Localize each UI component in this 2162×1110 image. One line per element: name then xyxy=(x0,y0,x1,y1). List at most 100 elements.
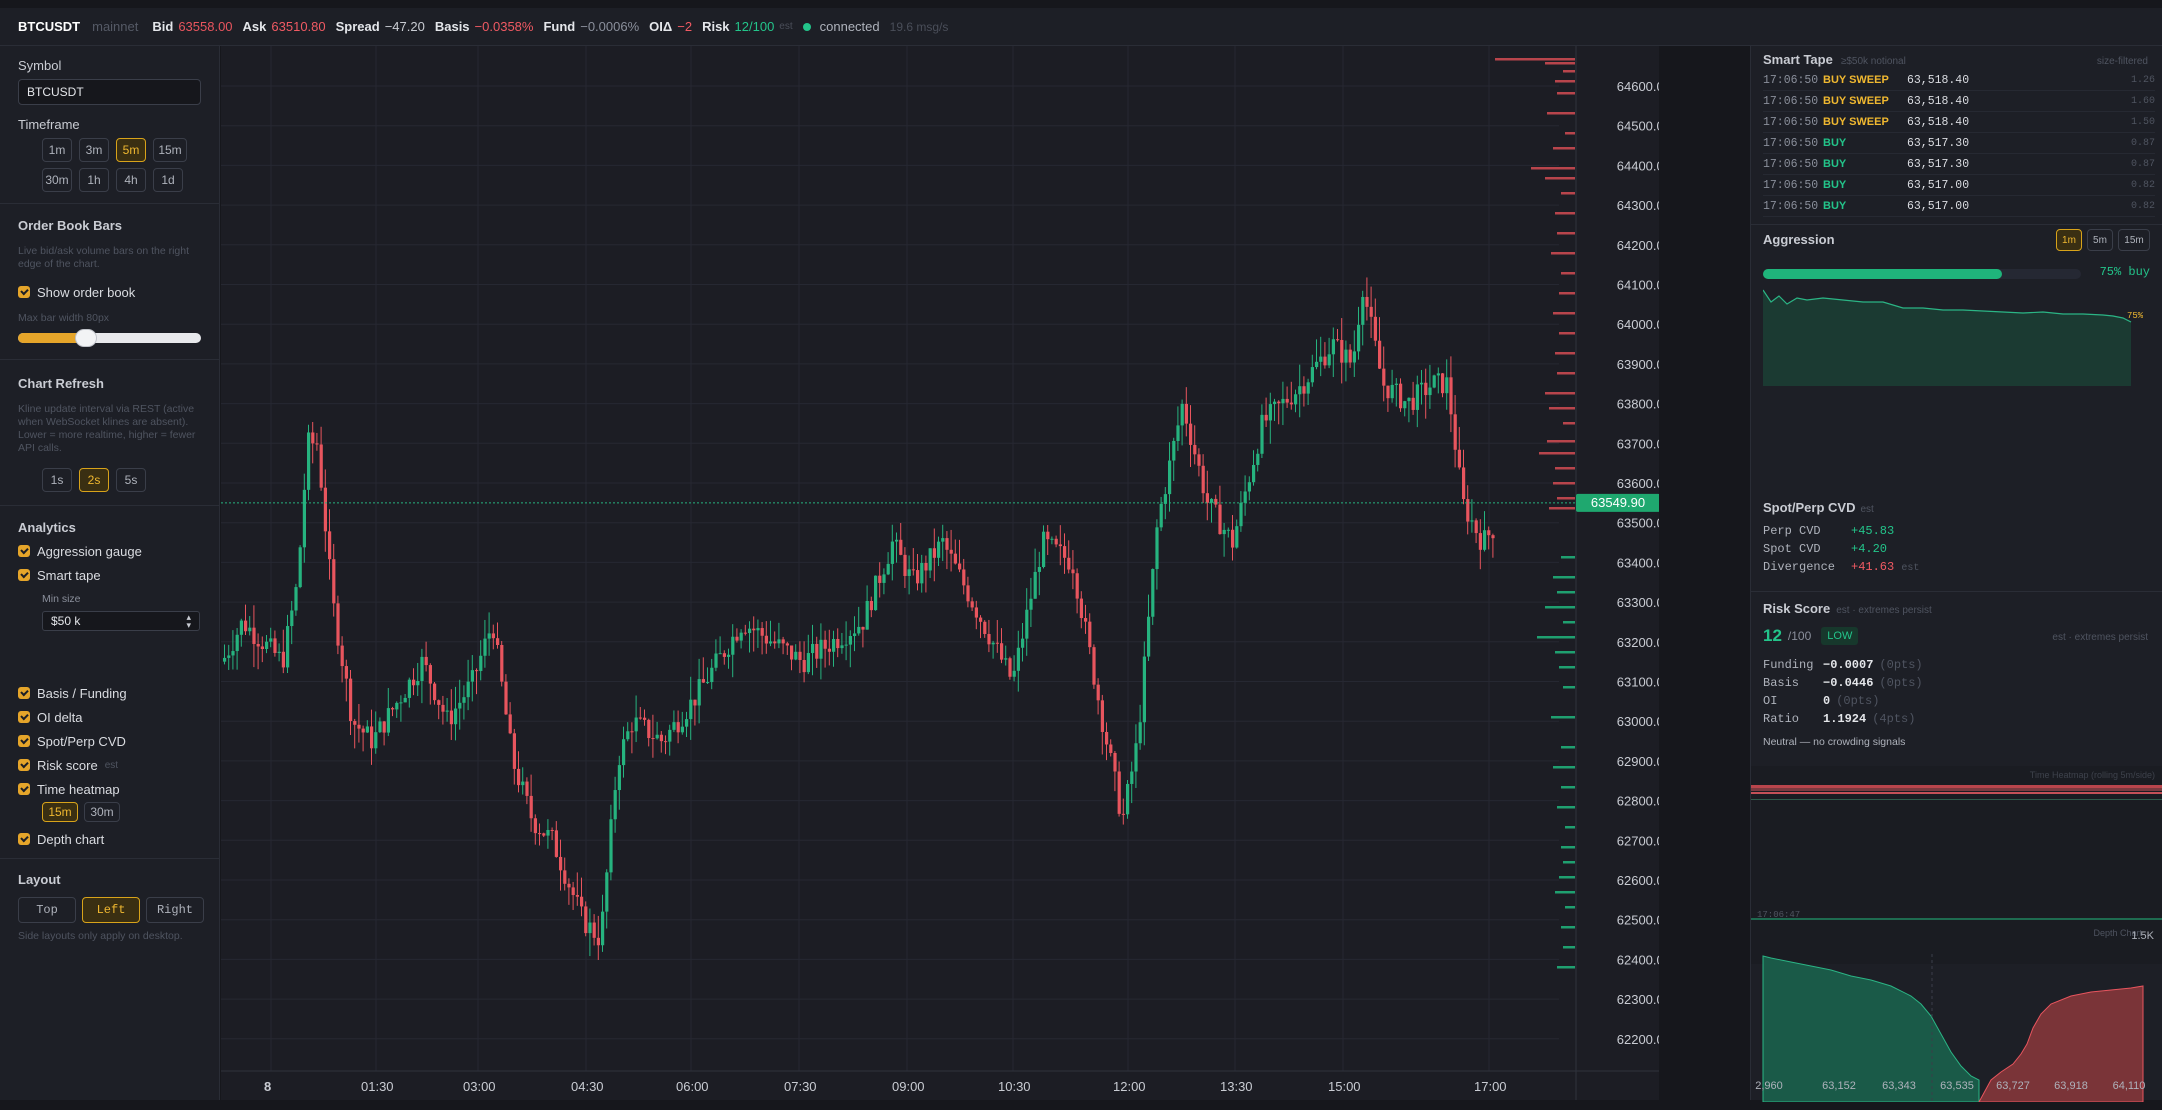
price-axis-label: 62400.00 xyxy=(1617,952,1659,967)
network-label: mainnet xyxy=(92,19,139,34)
aggression-15m-button[interactable]: 15m xyxy=(2118,229,2150,251)
candle-body xyxy=(1365,296,1369,307)
candle-body xyxy=(1239,502,1243,527)
heatmap-15m-button[interactable]: 15m xyxy=(42,802,78,822)
candlestick-chart[interactable]: 64600.00 64500.00 64400.00 64300.00 64200.00… xyxy=(221,46,1659,1100)
symbol-title: BTCUSDT xyxy=(18,19,81,34)
candle-body xyxy=(1168,460,1172,495)
candle-body xyxy=(1243,491,1247,503)
smart-tape-checkbox[interactable]: Smart tape xyxy=(18,565,101,585)
aggression-5m-button[interactable]: 5m xyxy=(2087,229,2113,251)
candle-body xyxy=(689,699,693,720)
aggression-bar xyxy=(1763,269,2081,279)
aggression-end-label: 75% xyxy=(2127,311,2143,321)
bar-width-slider[interactable] xyxy=(18,329,201,347)
candle-body xyxy=(479,655,483,672)
spot-perp-cvd-checkbox[interactable]: Spot/Perp CVD xyxy=(18,731,126,751)
depth-x-label: 64,110 xyxy=(2112,1080,2146,1092)
basis-funding-checkbox[interactable]: Basis / Funding xyxy=(18,683,127,703)
candle-body xyxy=(1067,557,1071,570)
spread-stat: Spread −47.20 xyxy=(335,19,425,34)
candle-body xyxy=(1210,498,1214,503)
bid-stat: Bid 63558.00 xyxy=(152,19,233,34)
aggression-1m-button[interactable]: 1m xyxy=(2056,229,2082,251)
chart-canvas[interactable]: 64600.00 64500.00 64400.00 64300.00 64200.00… xyxy=(221,46,1659,1100)
candle-body xyxy=(290,610,294,627)
symbol-input[interactable]: BTCUSDT xyxy=(18,79,201,105)
show-orderbook-checkbox[interactable]: Show order book xyxy=(18,282,135,302)
candle-body xyxy=(273,638,277,653)
candle-body xyxy=(1100,700,1104,732)
candle-body xyxy=(668,729,672,742)
candle-body xyxy=(1252,464,1256,483)
candle-body xyxy=(1050,538,1054,540)
risk-row: Basis −0.0446 (0pts) xyxy=(1763,676,1923,690)
timeframe-3m-button[interactable]: 3m xyxy=(79,138,109,162)
layout-right-button[interactable]: Right xyxy=(146,897,204,923)
time-axis-label: 13:30 xyxy=(1220,1079,1253,1094)
cvd-header: Spot/Perp CVD est xyxy=(1763,500,1874,515)
candle-body xyxy=(659,734,663,742)
refresh-5s-button[interactable]: 5s xyxy=(116,468,146,492)
candle-body xyxy=(781,639,785,644)
slider-handle[interactable] xyxy=(74,329,97,347)
candle-body xyxy=(571,887,575,896)
candle-body xyxy=(470,670,474,682)
layout-left-button[interactable]: Left xyxy=(82,897,140,923)
aggression-gauge-checkbox[interactable]: Aggression gauge xyxy=(18,541,142,561)
candle-body xyxy=(260,646,264,650)
candle-body xyxy=(974,607,978,618)
candle-body xyxy=(1319,356,1323,362)
candle-body xyxy=(1079,598,1083,619)
candle-body xyxy=(1298,386,1302,395)
candle-body xyxy=(680,726,684,733)
candle-body xyxy=(718,653,722,655)
depth-title: Depth Chart xyxy=(2093,928,2142,938)
heatmap-30m-button[interactable]: 30m xyxy=(84,802,120,822)
timeframe-1d-button[interactable]: 1d xyxy=(153,168,183,192)
checkbox-icon xyxy=(18,783,30,795)
timeframe-4h-button[interactable]: 4h xyxy=(116,168,146,192)
refresh-2s-button[interactable]: 2s xyxy=(79,468,109,492)
timeframe-5m-button[interactable]: 5m xyxy=(116,138,146,162)
risk-level-badge: LOW xyxy=(1821,627,1859,645)
min-size-select[interactable]: $50 k ▴ ▾ xyxy=(42,611,200,631)
risk-stat: Risk 12/100 est xyxy=(702,19,793,34)
candle-body xyxy=(1491,535,1495,539)
ask-depth-bar xyxy=(1553,482,1575,485)
timeframe-30m-button[interactable]: 30m xyxy=(42,168,72,192)
candle-body xyxy=(874,575,878,611)
oi-delta-checkbox[interactable]: OI delta xyxy=(18,707,83,727)
timeframe-1h-button[interactable]: 1h xyxy=(79,168,109,192)
candle-body xyxy=(437,700,441,705)
candle-body xyxy=(899,539,903,555)
candle-body xyxy=(907,569,911,576)
candle-body xyxy=(869,600,873,611)
layout-top-button[interactable]: Top xyxy=(18,897,76,923)
candle-body xyxy=(588,922,592,934)
candle-body xyxy=(512,733,516,769)
min-size-label: Min size xyxy=(42,593,81,605)
candle-body xyxy=(1403,401,1407,409)
ask-depth-bar xyxy=(1547,440,1575,443)
candle-body xyxy=(1113,752,1117,772)
candle-body xyxy=(727,654,731,657)
top-status-bar: BTCUSDT mainnet Bid 63558.00 Ask 63510.80 … xyxy=(0,8,2162,46)
depth-chart-checkbox[interactable]: Depth chart xyxy=(18,829,104,849)
candle-body xyxy=(987,634,991,645)
candle-body xyxy=(1462,467,1466,500)
price-axis-label: 62500.00 xyxy=(1617,913,1659,928)
time-axis-label: 8 xyxy=(264,1079,271,1094)
candle-body xyxy=(525,781,529,796)
risk-score-checkbox[interactable]: Risk score est xyxy=(18,755,118,775)
risk-row: OI 0 (0pts) xyxy=(1763,694,1880,708)
depth-ask-area xyxy=(1978,985,2144,1102)
time-heatmap-checkbox[interactable]: Time heatmap xyxy=(18,779,120,799)
timeframe-15m-button[interactable]: 15m xyxy=(153,138,187,162)
timeframe-1m-button[interactable]: 1m xyxy=(42,138,72,162)
candle-body xyxy=(1357,324,1361,352)
fund-stat: Fund −0.0006% xyxy=(543,19,640,34)
candle-body xyxy=(1428,387,1432,396)
refresh-1s-button[interactable]: 1s xyxy=(42,468,72,492)
candle-body xyxy=(286,626,290,668)
